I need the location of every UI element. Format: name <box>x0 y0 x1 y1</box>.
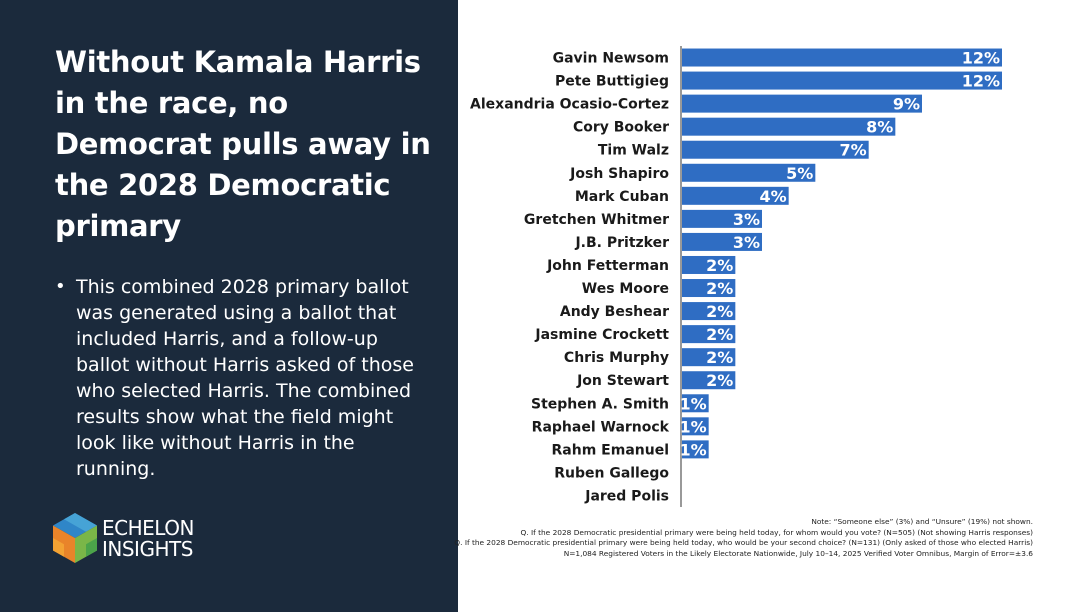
bar <box>682 186 789 205</box>
slide-title: Without Kamala Harris in the race, no De… <box>55 45 431 243</box>
category-label: John Fetterman <box>546 258 669 274</box>
category-label: Pete Buttigieg <box>555 74 669 90</box>
category-label: Cory Booker <box>573 120 669 136</box>
logo-word-echelon: ECHELON <box>102 516 194 540</box>
bullet-marker: • <box>55 276 66 297</box>
bar <box>682 371 736 390</box>
bar <box>682 232 762 251</box>
value-label: 2% <box>706 371 733 390</box>
value-label: 12% <box>962 49 1000 68</box>
category-label: Josh Shapiro <box>569 166 669 182</box>
value-label: 1% <box>679 440 706 459</box>
bar-chart: Gavin Newsom 12% Pete Buttigieg 12% Alexandr… <box>470 46 1002 507</box>
category-label: Mark Cuban <box>575 189 669 205</box>
value-label: 1% <box>679 417 706 436</box>
bullet-text: This combined 2028 primary ballot was ge… <box>76 276 414 480</box>
value-label: 7% <box>839 141 866 160</box>
bar <box>682 394 709 413</box>
value-label: 2% <box>706 302 733 321</box>
value-label: 1% <box>679 394 706 413</box>
bullet-point: • This combined 2028 primary ballot was … <box>55 274 415 482</box>
category-label: Gretchen Whitmer <box>524 212 669 228</box>
bar <box>682 325 736 344</box>
bar <box>682 302 736 321</box>
value-label: 3% <box>733 210 760 229</box>
logo-word-insights: INSIGHTS <box>102 537 193 561</box>
category-label: Raphael Warnock <box>532 419 670 435</box>
value-label: 2% <box>706 325 733 344</box>
value-label: 12% <box>962 72 1000 91</box>
value-label: 9% <box>893 95 920 114</box>
category-label: Stephen A. Smith <box>531 396 669 412</box>
category-label: Jared Polis <box>584 488 669 504</box>
value-label: 5% <box>786 164 813 183</box>
note-line: Q. If the 2028 Democratic presidential p… <box>454 538 1033 547</box>
bar <box>682 117 896 136</box>
value-label: 2% <box>706 279 733 298</box>
bar <box>682 417 709 436</box>
value-label: 3% <box>733 233 760 252</box>
bar <box>682 140 869 159</box>
category-label: Rahm Emanuel <box>552 442 669 458</box>
bar <box>682 279 736 298</box>
category-label: J.B. Pritzker <box>574 235 669 251</box>
value-label: 2% <box>706 256 733 275</box>
bar <box>682 48 1002 67</box>
category-label: Tim Walz <box>598 143 669 159</box>
note-line: Q. If the 2028 Democratic presidential p… <box>520 527 1033 537</box>
category-label: Wes Moore <box>582 281 669 297</box>
bar <box>682 94 922 113</box>
bar <box>682 163 816 182</box>
category-label: Andy Beshear <box>560 304 669 320</box>
category-label: Chris Murphy <box>564 350 669 366</box>
bar <box>682 440 709 459</box>
bar <box>682 71 1002 90</box>
category-label: Alexandria Ocasio-Cortez <box>470 97 669 113</box>
bar <box>682 255 736 274</box>
chart-panel: Gavin Newsom 12% Pete Buttigieg 12% Alexandr… <box>454 0 1088 612</box>
chart-notes: Note: “Someone else” (3%) and “Unsure” (… <box>433 517 1033 559</box>
value-label: 8% <box>866 118 893 137</box>
value-label: 2% <box>706 348 733 367</box>
note-line: N=1,084 Registered Voters in the Likely … <box>563 548 1033 558</box>
category-label: Jon Stewart <box>576 373 669 389</box>
hexagon-cube-logo-icon <box>53 513 97 563</box>
category-label: Gavin Newsom <box>553 51 669 67</box>
title-panel: Without Kamala Harris in the race, no De… <box>0 0 458 612</box>
category-label: Ruben Gallego <box>554 465 669 481</box>
bar <box>682 209 762 228</box>
category-label: Jasmine Crockett <box>534 327 669 343</box>
note-line: Note: “Someone else” (3%) and “Unsure” (… <box>811 517 1033 526</box>
bar <box>682 348 736 367</box>
value-label: 4% <box>759 187 786 206</box>
